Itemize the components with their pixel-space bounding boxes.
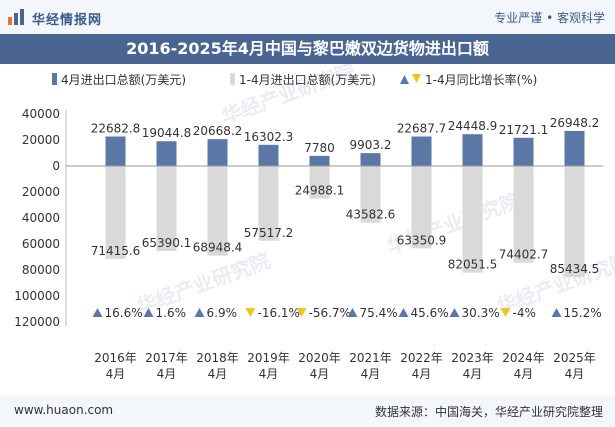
y-tick-label: 40000 [22, 211, 60, 225]
april-bar [360, 153, 381, 166]
growth-up-icon [551, 308, 562, 317]
growth-rate-label: 15.2% [564, 306, 602, 320]
cumulative-value-label: 43582.6 [346, 208, 396, 222]
data-source: 数据来源：中国海关，华经产业研究院整理 [374, 405, 603, 419]
y-tick-label: 80000 [22, 263, 60, 277]
website-link[interactable]: www.huaon.com [14, 403, 114, 417]
legend-swatch [52, 73, 57, 85]
x-tick-label: 2017年 4月 [145, 351, 188, 381]
cumulative-value-label: 24988.1 [295, 183, 345, 197]
growth-rate-label: 16.6% [105, 306, 143, 320]
legend-swatch [230, 73, 235, 85]
growth-up-icon [449, 308, 460, 317]
april-value-label: 19044.8 [142, 126, 192, 140]
april-value-label: 26948.2 [550, 116, 600, 130]
y-tick-label: 20000 [22, 185, 60, 199]
cumulative-value-label: 57517.2 [244, 226, 294, 240]
growth-up-icon [347, 308, 358, 317]
footer: www.huaon.com 数据来源：中国海关，华经产业研究院整理 [0, 395, 615, 427]
growth-rate-label: 6.9% [207, 306, 238, 320]
cumulative-value-label: 68948.4 [193, 241, 243, 255]
april-bar [564, 130, 585, 166]
cumulative-bar [156, 166, 177, 252]
legend-triangle-up-icon [400, 75, 409, 84]
cumulative-bar [360, 166, 381, 223]
april-bar [411, 136, 432, 166]
x-tick-label: 2019年 4月 [247, 351, 290, 381]
april-value-label: 16302.3 [244, 130, 294, 144]
x-tick-label: 2024年 4月 [502, 351, 545, 381]
cumulative-bar [462, 166, 483, 273]
top-bar: 华经情报网 专业严谨 • 客观科学 [0, 0, 615, 34]
growth-up-icon [143, 308, 154, 317]
growth-up-icon [92, 308, 103, 317]
april-bar [105, 136, 126, 166]
april-bar [462, 134, 483, 166]
cumulative-value-label: 63350.9 [397, 233, 447, 247]
x-tick-label: 2023年 4月 [451, 351, 494, 381]
cumulative-bar [207, 166, 228, 256]
legend-label: 4月进出口总额(万美元) [61, 73, 186, 87]
cumulative-value-label: 85434.5 [550, 262, 600, 276]
brand-name: 华经情报网 [32, 13, 103, 28]
y-tick-label: 60000 [22, 237, 60, 251]
growth-rate-label: 75.4% [360, 306, 398, 320]
x-tick-label: 2022年 4月 [400, 351, 443, 381]
april-value-label: 9903.2 [350, 138, 392, 152]
cumulative-bar [411, 166, 432, 249]
cumulative-value-label: 82051.5 [448, 258, 498, 272]
growth-up-icon [194, 308, 205, 317]
x-tick-label: 2025年 4月 [553, 351, 596, 381]
growth-rate-label: 45.6% [411, 306, 449, 320]
growth-rate-label: -4% [513, 306, 536, 320]
tagline: 专业严谨 • 客观科学 [494, 11, 605, 25]
growth-up-icon [398, 308, 409, 317]
april-value-label: 20668.2 [193, 124, 243, 138]
growth-down-icon [296, 308, 307, 317]
cumulative-bar [564, 166, 585, 278]
y-tick-label: 100000 [14, 289, 60, 303]
april-value-label: 7780 [304, 141, 335, 155]
growth-down-icon [500, 308, 511, 317]
april-value-label: 22687.7 [397, 122, 447, 136]
april-bar [513, 137, 534, 166]
growth-rate-label: -16.1% [258, 306, 300, 320]
chart-title: 2016-2025年4月中国与黎巴嫩双边货物进出口额 [0, 34, 615, 64]
y-tick-label: 20000 [22, 133, 60, 147]
y-tick-label: 120000 [14, 315, 60, 329]
april-value-label: 21721.1 [499, 123, 549, 137]
legend-triangle-down-icon [412, 74, 421, 83]
y-tick-label: 0 [52, 159, 60, 173]
growth-rate-label: 30.3% [462, 306, 500, 320]
x-tick-label: 2018年 4月 [196, 351, 239, 381]
cumulative-value-label: 71415.6 [91, 244, 141, 258]
april-bar [309, 155, 330, 166]
cumulative-bar [513, 166, 534, 263]
huajing-logo-icon [8, 9, 24, 25]
cumulative-value-label: 74402.7 [499, 248, 549, 262]
cumulative-bar [258, 166, 279, 241]
x-tick-label: 2021年 4月 [349, 351, 392, 381]
legend-label: 1-4月同比增长率(%) [425, 72, 537, 87]
growth-rate-label: 1.6% [156, 306, 187, 320]
april-bar [156, 141, 177, 166]
april-bar [258, 144, 279, 166]
april-value-label: 22682.8 [91, 122, 141, 136]
cumulative-bar [105, 166, 126, 259]
april-bar [207, 139, 228, 166]
x-tick-label: 2016年 4月 [94, 351, 137, 381]
x-tick-label: 2020年 4月 [298, 351, 341, 381]
growth-rate-label: -56.7% [309, 306, 351, 320]
cumulative-bar [309, 166, 330, 199]
april-value-label: 24448.9 [448, 119, 498, 133]
legend-label: 1-4月进出口总额(万美元) [239, 73, 376, 87]
growth-down-icon [245, 308, 256, 317]
cumulative-value-label: 65390.1 [142, 236, 192, 250]
y-tick-label: 40000 [22, 107, 60, 121]
